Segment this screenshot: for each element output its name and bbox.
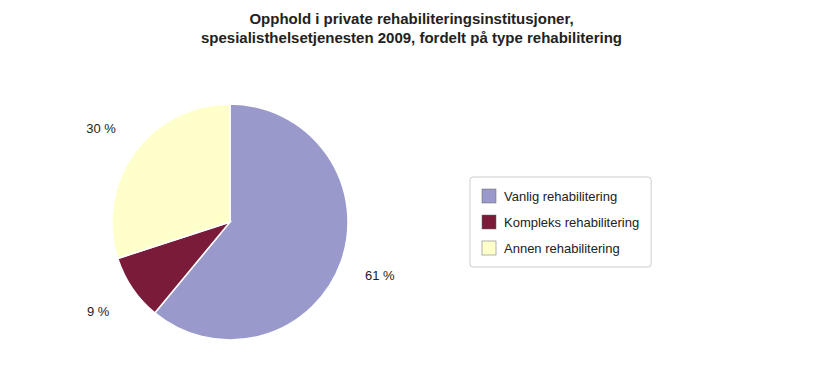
legend-frame <box>470 177 651 267</box>
title-line: spesialisthelsetjenesten 2009, fordelt p… <box>201 29 622 46</box>
legend-label: Kompleks rehabilitering <box>504 215 639 230</box>
legend-label: Vanlig rehabilitering <box>504 189 617 204</box>
chart-title: Opphold i private rehabiliteringsinstitu… <box>201 10 622 46</box>
data-label: 30 % <box>86 121 116 136</box>
data-label: 9 % <box>87 304 110 319</box>
legend: Vanlig rehabilitering Kompleks rehabilite… <box>470 177 651 267</box>
legend-swatch <box>482 241 496 255</box>
title-line: Opphold i private rehabiliteringsinstitu… <box>249 10 573 27</box>
chart-svg: Opphold i private rehabiliteringsinstitu… <box>0 0 823 384</box>
legend-label: Annen rehabilitering <box>504 241 620 256</box>
pie-labels: 61 % 9 % 30 % <box>86 121 395 319</box>
pie-slice <box>112 104 230 258</box>
pie-slices <box>112 104 348 340</box>
data-label: 61 % <box>365 268 395 283</box>
legend-swatch <box>482 189 496 203</box>
legend-swatch <box>482 215 496 229</box>
chart-container: Opphold i private rehabiliteringsinstitu… <box>0 0 823 384</box>
